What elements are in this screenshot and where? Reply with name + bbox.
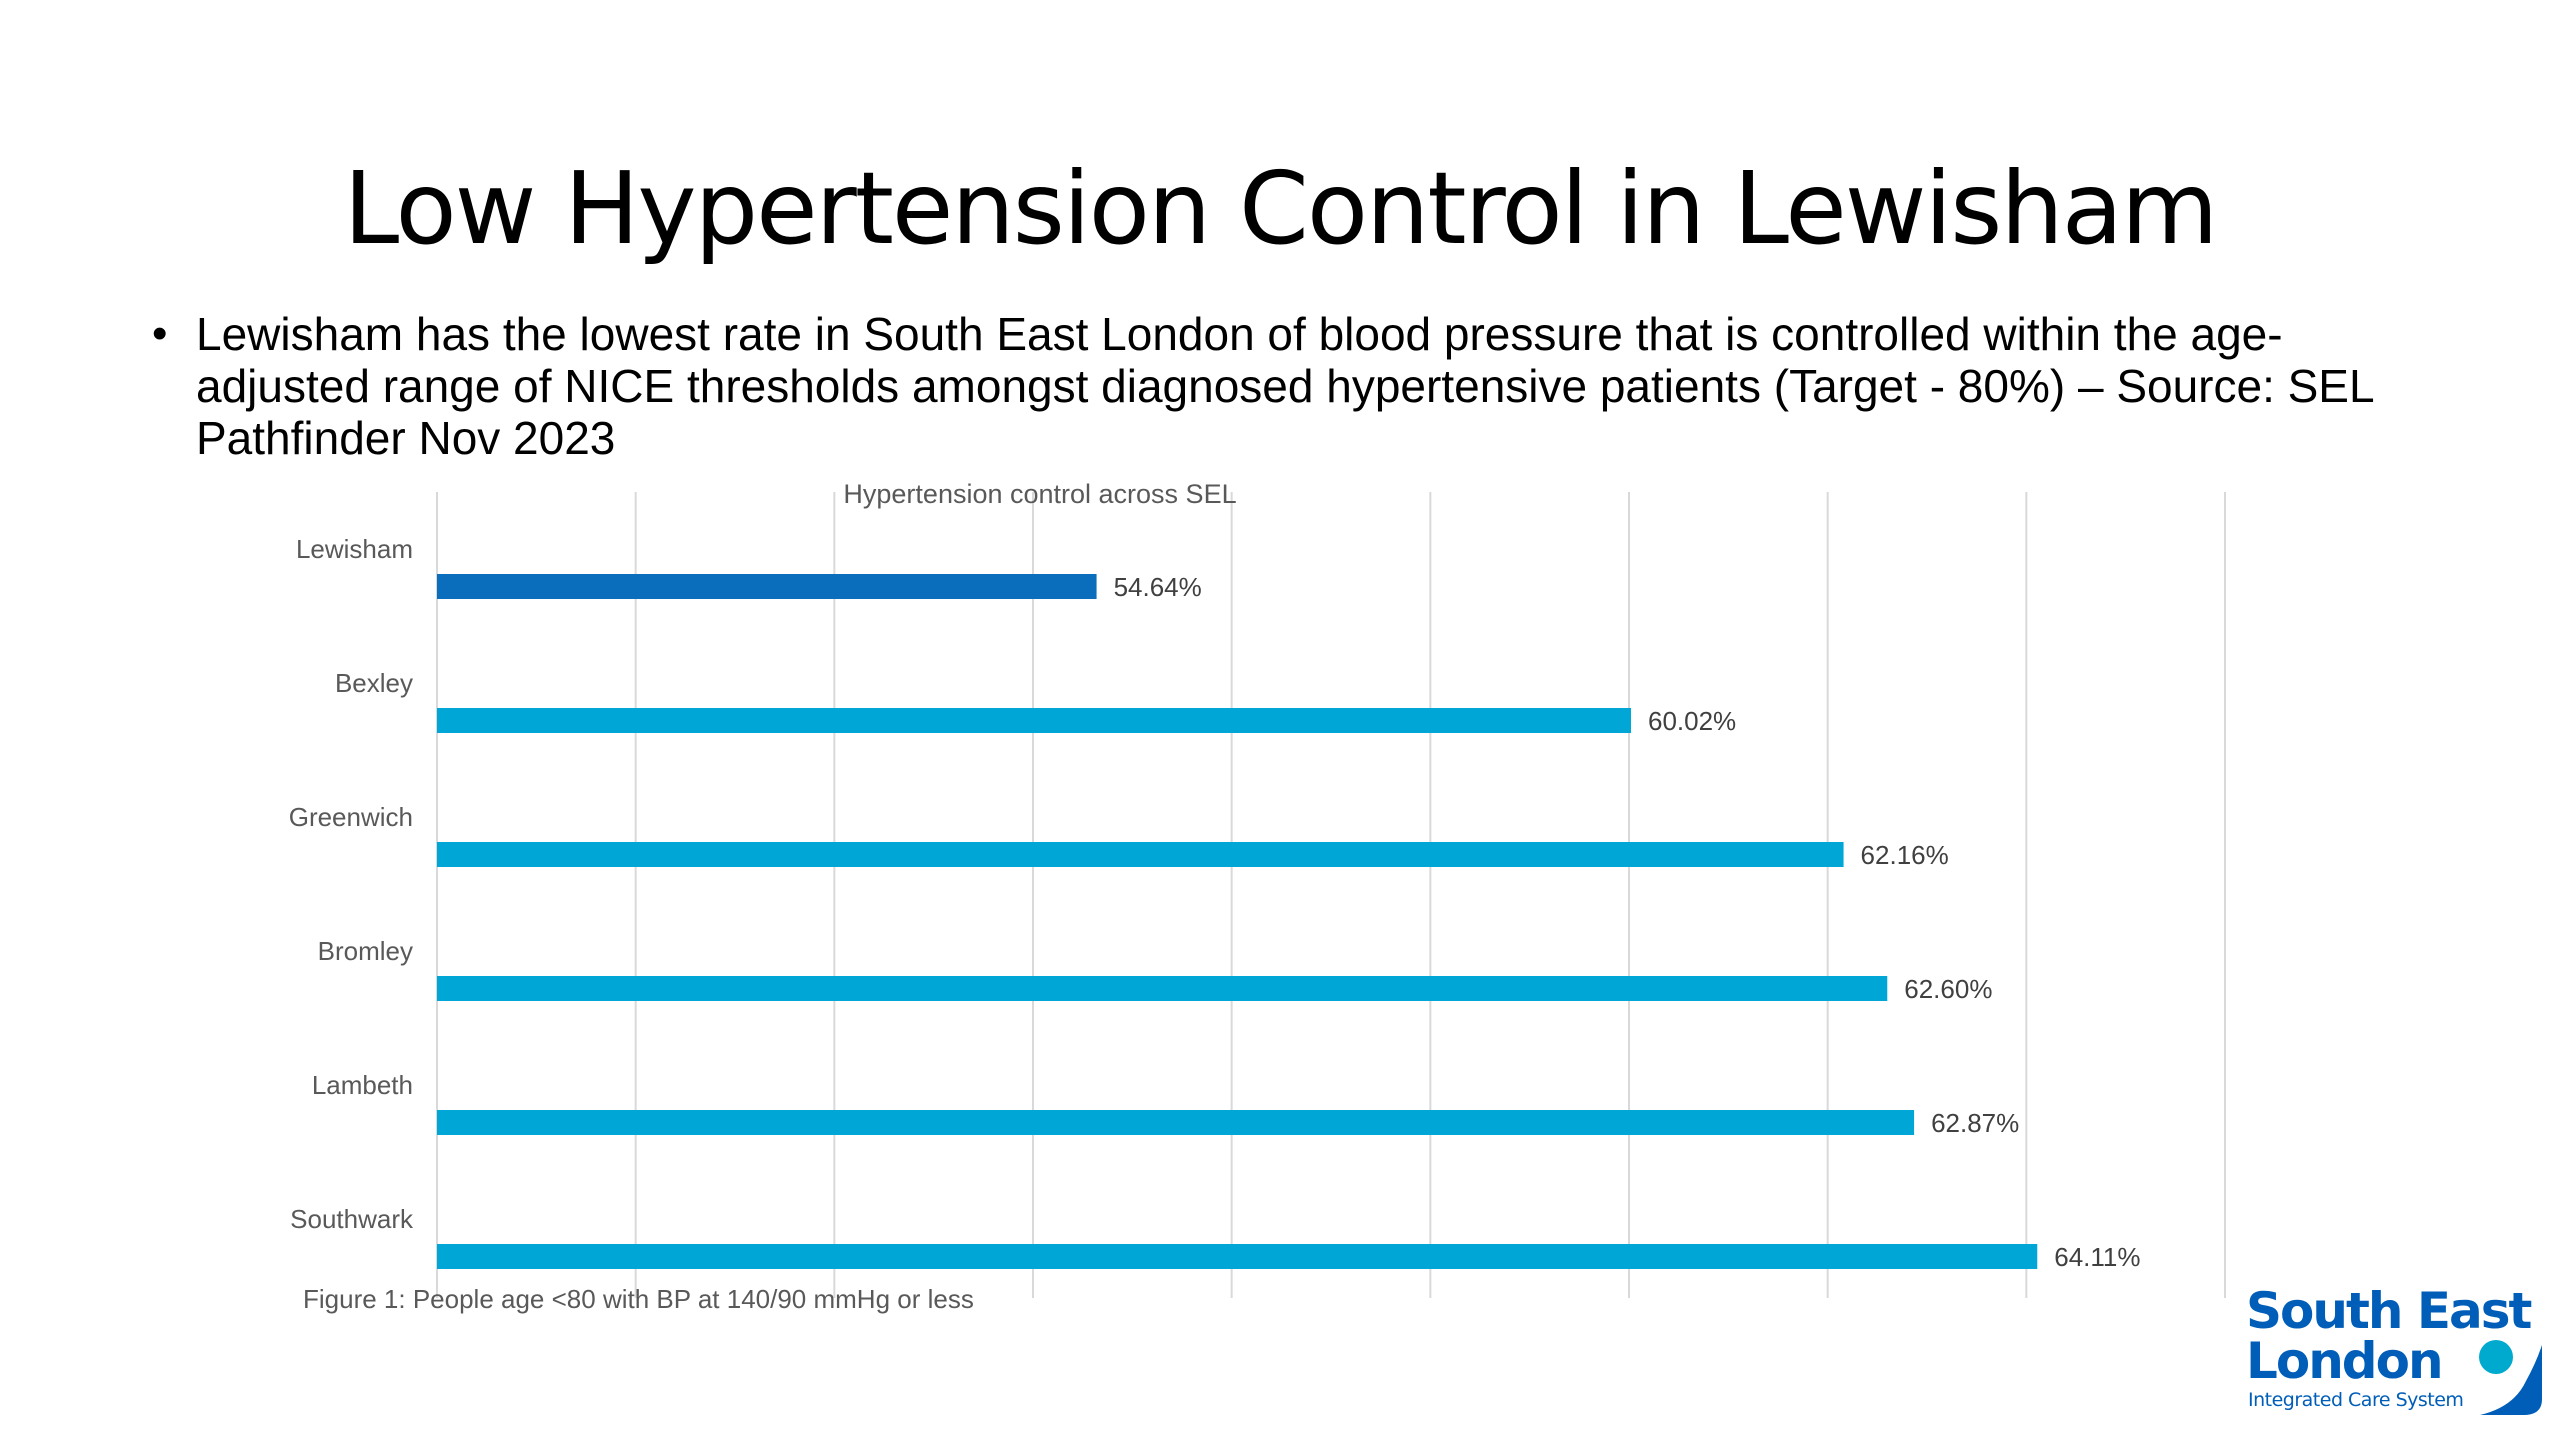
- sel-ics-logo: South East London Integrated Care System: [2246, 1285, 2546, 1420]
- bullet-text-block: • Lewisham has the lowest rate in South …: [152, 308, 2396, 464]
- bullet-text: Lewisham has the lowest rate in South Ea…: [196, 308, 2373, 464]
- bar-lambeth: [437, 1110, 1915, 1135]
- slide-title: Low Hypertension Control in Lewisham: [343, 150, 2219, 267]
- category-label: Bromley: [318, 936, 413, 966]
- bar-southwark: [437, 1244, 2038, 1269]
- category-label: Bexley: [335, 668, 413, 698]
- category-label: Southwark: [290, 1204, 414, 1234]
- logo-line-1: South East: [2246, 1282, 2532, 1340]
- data-label: 62.87%: [1931, 1108, 2019, 1138]
- bar-greenwich: [437, 842, 1844, 867]
- chart-bars: Lewisham 54.64% Bexley 60.02% Greenwich 62.16…: [289, 534, 2141, 1272]
- bullet-dot-icon: •: [152, 309, 168, 358]
- data-label: 54.64%: [1114, 572, 1202, 602]
- data-label: 62.16%: [1861, 840, 1949, 870]
- data-label: 60.02%: [1648, 706, 1736, 736]
- chart-title: Hypertension control across SEL: [843, 479, 1236, 509]
- logo-mark-icon: [2479, 1340, 2542, 1415]
- chart-gridlines: [436, 492, 2226, 1298]
- category-label: Lewisham: [296, 534, 413, 564]
- data-label: 64.11%: [2054, 1242, 2140, 1272]
- bar-bexley: [437, 708, 1631, 733]
- category-label: Lambeth: [312, 1070, 413, 1100]
- bar-lewisham: [437, 574, 1097, 599]
- category-label: Greenwich: [289, 802, 413, 832]
- bar-bromley: [437, 976, 1888, 1001]
- data-label: 62.60%: [1904, 974, 1992, 1004]
- chart-caption: Figure 1: People age <80 with BP at 140/…: [303, 1284, 974, 1314]
- logo-subtitle: Integrated Care System: [2248, 1389, 2464, 1411]
- logo-line-2: London: [2246, 1332, 2444, 1390]
